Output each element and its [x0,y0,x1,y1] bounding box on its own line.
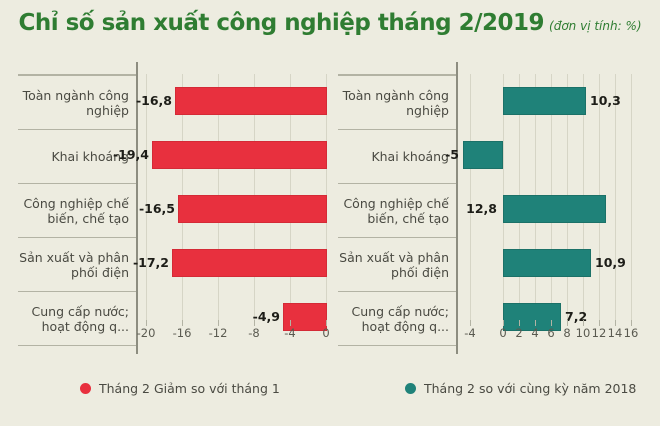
left-tickmark-4 [290,320,291,326]
right-tick-label-3: 4 [531,326,539,340]
right-bar-2[interactable] [503,195,606,223]
left-bar-2[interactable] [178,195,327,223]
left-bar-row-1: -19,4 [113,128,330,182]
right-tickmark-0 [470,320,471,326]
right-tickmark-5 [567,320,568,326]
page-title: Chỉ số sản xuất công nghiệp tháng 2/2019… [0,10,660,36]
left-bar-value-4: -4,9 [252,309,280,324]
left-tickmark-0 [146,320,147,326]
left-plot-area: -16,8 -19,4 -16,5 -17,2 -4,9 [113,74,330,344]
right-row-label-2: Công nghiệp chế biến, chế tạo [338,183,456,237]
label-column-top-rule [18,62,136,75]
right-tickmark-2 [519,320,520,326]
right-bar-0[interactable] [503,87,586,115]
legend-dot-teal-icon [405,382,416,394]
right-bar-value-3: 10,9 [595,255,626,270]
left-tick-label-2: -12 [208,326,228,340]
right-tick-label-5: 8 [563,326,571,340]
left-tickmark-5 [326,320,327,326]
right-bar-3[interactable] [503,249,591,277]
left-tick-label-0: -20 [136,326,156,340]
right-label-column-top-rule [338,62,456,75]
right-bar-value-2: 12,8 [466,201,497,216]
legend-item-month-over-month: Tháng 2 Giảm so với tháng 1 [80,376,280,400]
left-bar-0[interactable] [175,87,327,115]
left-tick-label-1: -16 [172,326,192,340]
right-label-column-bottom-rule [338,345,456,356]
left-bar-value-3: -17,2 [132,255,169,270]
right-row-label-4: Cung cấp nước; hoạt động q... [338,291,456,345]
right-tick-label-8: 14 [607,326,623,340]
right-plot-area: 10,3 -5 12,8 10,9 7,2 [445,74,650,344]
right-tick-label-4: 6 [547,326,555,340]
right-row-label-3: Sản xuất và phân phối điện [338,237,456,291]
right-tick-label-2: 2 [515,326,523,340]
left-bar-3[interactable] [172,249,327,277]
right-gridline--4 [470,74,471,324]
right-tick-label-9: 16 [623,326,639,340]
right-tickmark-6 [583,320,584,326]
right-bar-row-0: 10,3 [462,74,650,128]
left-category-label-column: Toàn ngành công nghiệp Khai khoáng Công … [18,62,138,354]
left-bar-row-2: -16,5 [139,182,330,236]
right-x-axis: -4 0 2 4 6 8 10 12 14 16 [462,320,650,344]
right-bar-4[interactable] [503,303,561,331]
legend-label-red: Tháng 2 Giảm so với tháng 1 [99,380,280,396]
legend-item-year-over-year: Tháng 2 so với cùng kỳ năm 2018 [405,376,636,400]
right-row-label-1: Khai khoáng [338,129,456,183]
right-category-label-column: Toàn ngành công nghiệp Khai khoáng Công … [338,62,458,354]
left-row-label-0: Toàn ngành công nghiệp [18,75,136,129]
right-tickmark-1 [503,320,504,326]
chart-panel-right: Toàn ngành công nghiệp Khai khoáng Công … [338,62,650,354]
right-tick-label-7: 12 [591,326,607,340]
left-x-axis: -20 -16 -12 -8 -4 0 [137,320,330,344]
legend-label-teal: Tháng 2 so với cùng kỳ năm 2018 [424,380,637,396]
right-tickmark-7 [599,320,600,326]
left-bar-row-0: -16,8 [136,74,330,128]
left-tick-label-3: -8 [248,326,260,340]
right-gridline-14 [615,74,616,324]
left-row-label-3: Sản xuất và phân phối điện [18,237,136,291]
left-bar-value-2: -16,5 [138,201,175,216]
left-tick-label-4: -4 [284,326,296,340]
left-bar-row-4: -4,9 [142,290,330,344]
left-tickmark-1 [182,320,183,326]
right-bar-1[interactable] [463,141,503,169]
right-tickmark-8 [615,320,616,326]
right-bar-value-0: 10,3 [590,93,621,108]
left-row-label-2: Công nghiệp chế biến, chế tạo [18,183,136,237]
right-tick-label-0: -4 [464,326,476,340]
title-subtitle-text: (đơn vị tính: %) [549,19,642,33]
left-tick-label-5: 0 [322,326,330,340]
left-row-label-1: Khai khoáng [18,129,136,183]
left-bar-value-0: -16,8 [135,93,172,108]
right-tickmark-3 [535,320,536,326]
left-bar-4[interactable] [283,303,327,331]
legend-dot-red-icon [80,382,91,394]
right-tick-label-6: 10 [575,326,591,340]
right-bar-value-4: 7,2 [565,309,588,324]
left-bar-1[interactable] [152,141,327,169]
label-column-bottom-rule [18,345,136,356]
right-tick-label-1: 0 [499,326,507,340]
right-plot-inner: 10,3 -5 12,8 10,9 7,2 [445,74,650,331]
left-gridline--20 [146,74,147,324]
left-row-label-4: Cung cấp nước; hoạt động q... [18,291,136,345]
right-tickmark-9 [631,320,632,326]
right-row-label-0: Toàn ngành công nghiệp [338,75,456,129]
left-plot-inner: -16,8 -19,4 -16,5 -17,2 -4,9 [113,74,330,331]
left-tickmark-2 [218,320,219,326]
right-bar-row-3: 10,9 [462,236,650,290]
left-tickmark-3 [254,320,255,326]
right-bar-row-2: 12,8 [462,182,650,236]
right-bar-row-1: -5 [445,128,650,182]
left-bar-row-3: -17,2 [133,236,330,290]
title-main-text: Chỉ số sản xuất công nghiệp tháng 2/2019 [18,10,545,36]
left-bar-value-1: -19,4 [112,147,149,162]
right-bar-value-1: -5 [445,147,459,162]
right-gridline-16 [631,74,632,324]
chart-panel-left: Toàn ngành công nghiệp Khai khoáng Công … [18,62,330,354]
right-bar-row-4: 7,2 [462,290,650,344]
right-tickmark-4 [551,320,552,326]
